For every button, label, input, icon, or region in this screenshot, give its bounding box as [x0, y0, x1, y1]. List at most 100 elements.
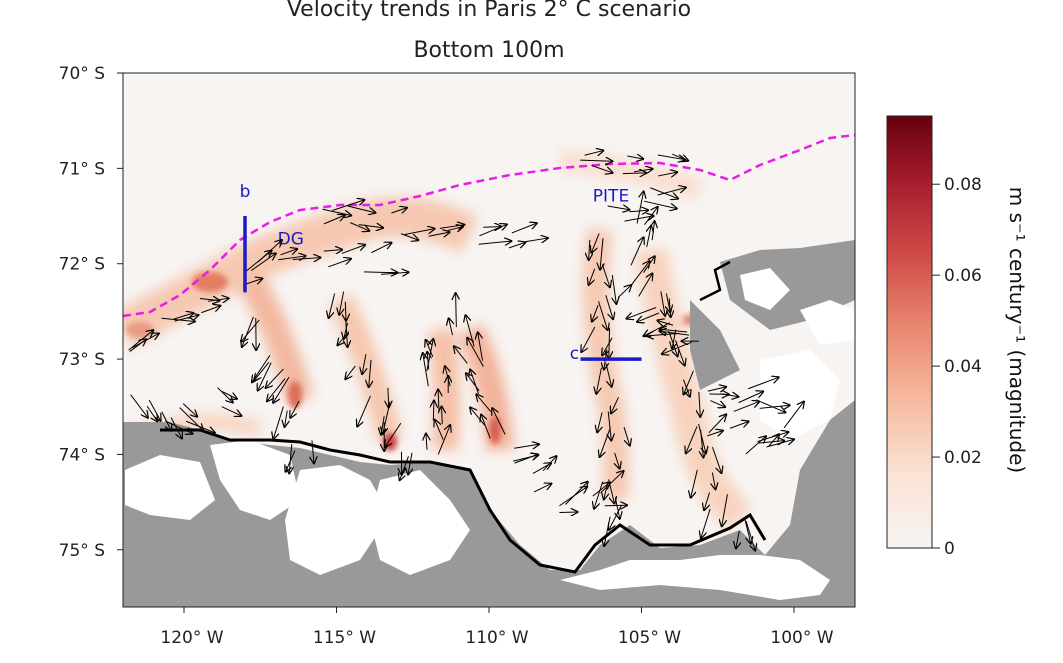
velocity-arrow — [707, 431, 723, 436]
colorbar: 0 0.02 0.04 0.06 0.08 m s⁻¹ century⁻¹ (magni… — [886, 115, 1029, 559]
velocity-arrow — [435, 420, 444, 440]
velocity-arrow — [400, 456, 409, 480]
velocity-arrow — [657, 154, 685, 160]
velocity-arrow — [513, 455, 538, 462]
velocity-arrow — [341, 245, 365, 254]
ice-shelf-6 — [760, 350, 840, 440]
velocity-arrow — [273, 406, 284, 439]
velocity-arrow — [437, 425, 450, 455]
velocity-arrow — [426, 434, 427, 450]
y-tick-label: 73° S — [59, 350, 105, 370]
velocity-arrow — [388, 387, 389, 408]
velocity-arrow — [707, 387, 726, 391]
velocity-arrow — [357, 395, 371, 427]
velocity-arrow — [381, 416, 384, 435]
velocity-arrow — [483, 227, 501, 228]
velocity-arrow — [638, 274, 653, 297]
velocity-arrow — [738, 392, 764, 404]
y-tick-label: 71° S — [59, 159, 105, 179]
velocity-arrow — [736, 530, 739, 548]
colorbar-tick-label: 0.02 — [944, 448, 982, 468]
velocity-arrow — [449, 318, 453, 336]
velocity-arrow — [580, 160, 612, 161]
velocity-arrow — [602, 337, 613, 355]
velocity-arrow — [364, 272, 397, 273]
velocity-arrow — [624, 216, 654, 222]
ice-island-2 — [800, 300, 855, 345]
velocity-arrow — [442, 407, 443, 425]
x-tick-label: 120° W — [160, 628, 223, 648]
velocity-arrow — [479, 224, 506, 237]
velocity-arrow — [708, 414, 726, 434]
velocity-arrow — [428, 232, 450, 236]
velocity-arrow — [347, 205, 376, 213]
velocity-arrow — [132, 333, 158, 349]
dg-arrow — [257, 240, 282, 263]
velocity-arrow — [478, 332, 483, 361]
annotation-dg: DG — [278, 230, 304, 250]
velocity-arrow — [286, 450, 296, 472]
velocity-arrow — [312, 440, 314, 463]
velocity-arrow — [623, 427, 630, 445]
land-mask-island — [690, 300, 740, 390]
velocity-arrow — [404, 229, 434, 236]
velocity-arrow — [408, 452, 412, 475]
velocity-arrow — [634, 169, 652, 172]
velocity-arrow — [722, 494, 728, 526]
ice-island-1 — [740, 268, 790, 310]
velocity-arrow — [332, 200, 364, 211]
velocity-arrow — [591, 164, 612, 172]
velocity-arrow — [592, 305, 599, 321]
transect-lines — [243, 216, 642, 361]
velocity-arrow — [594, 481, 604, 509]
ice-shelf-1 — [125, 455, 215, 520]
velocity-arrow — [682, 379, 689, 397]
velocity-arrow — [768, 434, 779, 447]
velocity-arrow — [285, 410, 288, 427]
velocity-arrow — [710, 400, 725, 408]
x-tick-label: 105° W — [618, 628, 681, 648]
velocity-arrow — [170, 417, 182, 438]
velocity-arrow — [711, 446, 721, 473]
velocity-arrow — [345, 301, 346, 321]
ice-shelf-4 — [370, 470, 470, 575]
velocity-arrow — [565, 482, 587, 505]
x-tick-label: 115° W — [313, 628, 376, 648]
velocity-arrow — [447, 227, 464, 231]
velocity-arrow — [589, 268, 596, 285]
velocity-arrow — [478, 241, 512, 244]
velocity-arrow — [631, 261, 650, 285]
map-area — [123, 73, 855, 607]
velocity-arrow — [720, 394, 739, 397]
velocity-arrow — [604, 505, 627, 506]
y-tick-label: 70° S — [59, 64, 105, 84]
velocity-arrow — [476, 394, 492, 412]
colorbar-tick-label: 0 — [944, 539, 955, 559]
velocity-arrow — [350, 222, 369, 231]
velocity-arrow — [701, 429, 704, 458]
velocity-arrow — [600, 427, 611, 457]
velocity-arrow — [542, 456, 556, 472]
velocity-arrow — [381, 272, 408, 274]
colorbar-gradient — [886, 115, 933, 549]
colorbar-tick-label: 0.04 — [944, 357, 982, 377]
ice-front-line — [160, 428, 767, 574]
velocity-arrow — [699, 391, 700, 417]
velocity-arrow — [733, 402, 759, 412]
velocity-arrow — [591, 233, 600, 253]
velocity-arrow — [128, 330, 154, 351]
velocity-arrow — [615, 452, 620, 469]
velocity-arrow — [323, 215, 345, 225]
velocity-arrow — [492, 408, 506, 435]
colorbar-label: m s⁻¹ century⁻¹ (magnitude) — [1005, 187, 1029, 473]
velocity-arrow — [660, 329, 688, 332]
velocity-arrow — [637, 312, 660, 322]
velocity-arrow — [329, 293, 336, 318]
velocity-arrow — [433, 401, 434, 421]
velocity-arrow — [600, 238, 603, 269]
velocity-arrow — [661, 291, 665, 315]
velocity-arrow — [701, 508, 711, 538]
velocity-arrow — [207, 298, 229, 301]
chart-subtitle: Bottom 100m — [413, 38, 564, 63]
velocity-arrow — [148, 399, 160, 421]
